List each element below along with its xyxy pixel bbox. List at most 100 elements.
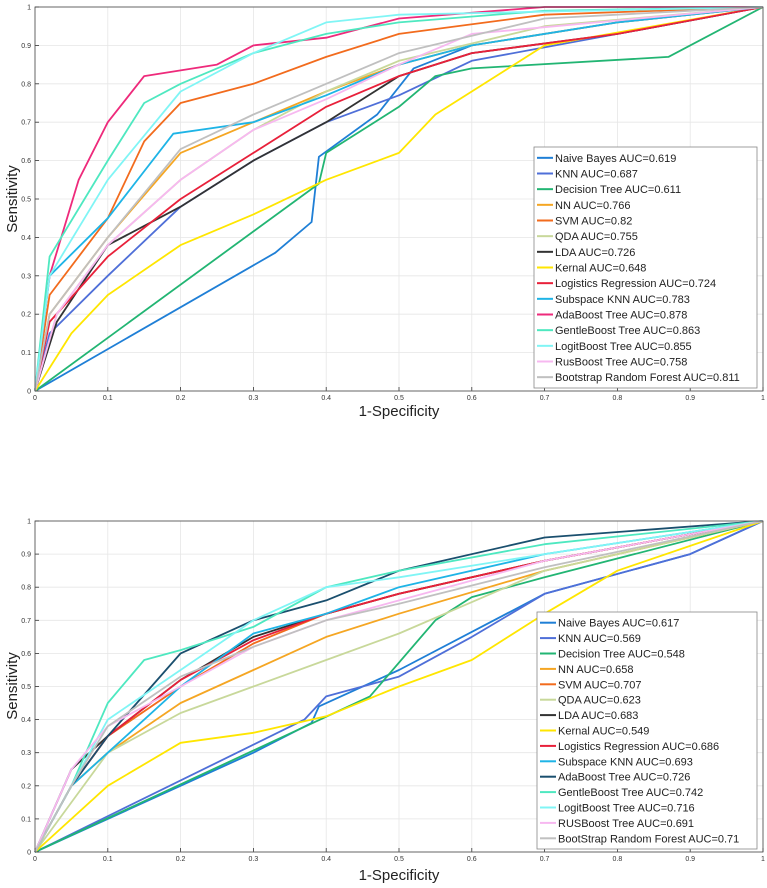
legend-label: Naive Bayes AUC=0.619 — [555, 153, 676, 165]
y-tick-label: 0.5 — [21, 684, 31, 691]
roc-chart-1: 0 0.1 0.2 0.3 0.4 0.5 0.6 0.7 0.8 0.9 1 0 0.1 0.2 0.3 0… — [4, 5, 765, 421]
legend-label: AdaBoost Tree AUC=0.726 — [558, 772, 690, 784]
y-tick-label: 0.2 — [21, 312, 31, 319]
legend-label: KNN AUC=0.569 — [558, 633, 641, 645]
roc-curve — [34, 6, 763, 392]
legend: Naive Bayes AUC=0.619 KNN AUC=0.687 Decisi… — [533, 146, 758, 389]
roc-curve — [34, 520, 764, 853]
legend-box — [536, 611, 758, 850]
axes-box — [34, 6, 764, 392]
roc-curve — [34, 6, 764, 392]
legend-label: Subspace KNN AUC=0.693 — [558, 756, 693, 768]
y-tick-label: 0.3 — [21, 273, 31, 280]
y-tick-label: 0.5 — [21, 197, 31, 204]
legend-label: Decision Tree AUC=0.548 — [558, 649, 685, 661]
roc-curve — [34, 6, 764, 392]
x-tick-label: 0.4 — [321, 395, 331, 402]
x-axis-label: 1-Specificity — [359, 403, 440, 420]
legend-label: LDA AUC=0.726 — [555, 247, 635, 259]
legend-label: AdaBoost Tree AUC=0.878 — [555, 310, 687, 322]
legend-label: Decision Tree AUC=0.611 — [555, 184, 681, 196]
roc-curve — [34, 6, 764, 392]
y-tick-label: 0.3 — [21, 750, 31, 757]
roc-curve — [34, 6, 764, 392]
roc-curve — [34, 520, 764, 853]
x-tick-label: 0.5 — [394, 856, 404, 863]
roc-curve — [34, 6, 764, 392]
legend-label: LDA AUC=0.683 — [558, 710, 638, 722]
roc-curve — [34, 520, 764, 853]
legend-label: KNN AUC=0.687 — [555, 169, 638, 181]
y-tick-label: 0 — [27, 850, 31, 857]
legend-label: QDA AUC=0.623 — [558, 695, 641, 707]
x-tick-label: 0.2 — [176, 395, 186, 402]
legend-label: SVM AUC=0.707 — [558, 679, 641, 691]
x-tick-label: 0.1 — [103, 856, 113, 863]
y-tick-label: 0.6 — [21, 158, 31, 165]
y-tick-label: 0.8 — [21, 81, 31, 88]
y-tick-label: 0.8 — [21, 585, 31, 592]
roc-curve — [34, 520, 764, 853]
y-axis-label: Sensitivity — [4, 165, 21, 233]
y-tick-label: 0.1 — [21, 350, 31, 357]
x-tick-label: 0.9 — [685, 856, 695, 863]
legend-label: Kernal AUC=0.549 — [558, 726, 649, 738]
legend-label: Logistics Regression AUC=0.686 — [558, 741, 719, 753]
legend-label: Subspace KNN AUC=0.783 — [555, 294, 690, 306]
legend: Naive Bayes AUC=0.617 KNN AUC=0.569 Decisi… — [536, 611, 758, 850]
y-tick-label: 0.4 — [21, 717, 31, 724]
y-tick-label: 0.6 — [21, 651, 31, 658]
y-tick-label: 1 — [27, 5, 31, 12]
x-tick-label: 0.1 — [103, 395, 113, 402]
y-tick-label: 0.1 — [21, 816, 31, 823]
legend-box — [533, 146, 758, 389]
roc-curve — [34, 6, 764, 392]
y-tick-label: 0.9 — [21, 552, 31, 559]
legend-label: RusBoost Tree AUC=0.758 — [555, 357, 687, 369]
y-tick-label: 0.2 — [21, 783, 31, 790]
x-tick-label: 0.6 — [467, 395, 477, 402]
legend-label: Logistics Regression AUC=0.724 — [555, 278, 716, 290]
roc-chart-2: 0 0.1 0.2 0.3 0.4 0.5 0.6 0.7 0.8 0.9 1 0 0.1 0.2 0.3 0… — [4, 519, 765, 885]
roc-curve — [34, 6, 764, 392]
legend-label: Kernal AUC=0.648 — [555, 263, 646, 275]
legend-label: GentleBoost Tree AUC=0.742 — [558, 787, 703, 799]
y-tick-label: 1 — [27, 519, 31, 526]
legend-label: Bootstrap Random Forest AUC=0.811 — [555, 372, 740, 384]
x-axis-label: 1-Specificity — [359, 867, 440, 884]
x-tick-label: 0.5 — [394, 395, 404, 402]
legend-label: RUSBoost Tree AUC=0.691 — [558, 818, 694, 830]
y-tick-label: 0.7 — [21, 120, 31, 127]
x-tick-label: 0.8 — [613, 856, 623, 863]
y-tick-label: 0 — [27, 389, 31, 396]
legend-label: SVM AUC=0.82 — [555, 216, 632, 228]
y-tick-label: 0.9 — [21, 43, 31, 50]
x-tick-label: 0.9 — [685, 395, 695, 402]
x-tick-label: 0.3 — [249, 395, 259, 402]
x-tick-label: 1 — [761, 856, 765, 863]
x-tick-label: 0.2 — [176, 856, 186, 863]
x-tick-label: 1 — [761, 395, 765, 402]
roc-curve — [34, 520, 764, 853]
legend-label: LogitBoost Tree AUC=0.855 — [555, 341, 692, 353]
x-tick-label: 0.3 — [249, 856, 259, 863]
x-tick-label: 0.7 — [540, 856, 550, 863]
y-tick-label: 0.7 — [21, 618, 31, 625]
legend-label: BootStrap Random Forest AUC=0.71 — [558, 833, 739, 845]
roc-curve — [34, 6, 764, 392]
y-axis-label: Sensitivity — [4, 652, 21, 720]
roc-curve — [34, 520, 764, 853]
roc-curve — [34, 520, 764, 853]
legend-label: LogitBoost Tree AUC=0.716 — [558, 803, 695, 815]
x-tick-label: 0.4 — [321, 856, 331, 863]
axes-box — [34, 520, 764, 853]
x-tick-label: 0 — [33, 856, 37, 863]
x-tick-label: 0 — [33, 395, 37, 402]
legend-label: NN AUC=0.766 — [555, 200, 631, 212]
legend-label: Naive Bayes AUC=0.617 — [558, 618, 679, 630]
x-tick-label: 0.7 — [540, 395, 550, 402]
roc-curve — [34, 6, 764, 392]
y-tick-label: 0.4 — [21, 235, 31, 242]
x-tick-label: 0.8 — [613, 395, 623, 402]
